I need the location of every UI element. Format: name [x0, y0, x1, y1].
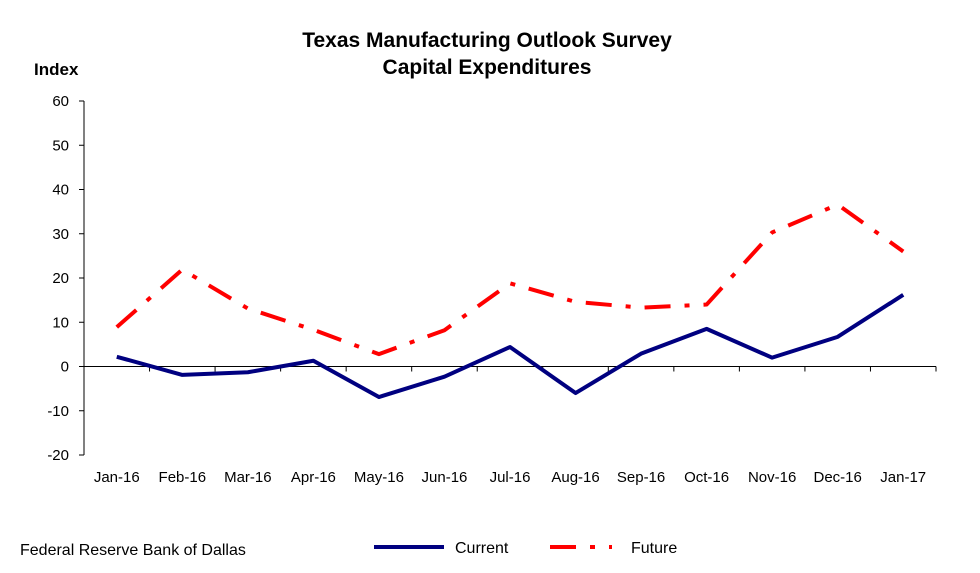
series-line-current: [116, 293, 905, 400]
y-tick-label: 10: [52, 314, 69, 331]
legend: Current Future: [374, 540, 677, 557]
y-tick-label: 0: [61, 359, 69, 376]
y-tick-label: -20: [47, 447, 69, 464]
y-tick-label: 60: [52, 93, 69, 110]
x-tick-label: Dec-16: [814, 469, 862, 486]
x-tick-label: Jan-17: [880, 469, 926, 486]
x-tick-label: Mar-16: [224, 469, 272, 486]
series-line-future: [115, 202, 905, 357]
x-tick-label: May-16: [354, 469, 404, 486]
y-tick-label: 50: [52, 137, 69, 154]
x-tick-label: Jun-16: [422, 469, 468, 486]
y-tick-label: -10: [47, 403, 69, 420]
y-tick-label: 20: [52, 270, 69, 287]
x-tick-label: Oct-16: [684, 469, 729, 486]
y-axis-label: Index: [34, 60, 79, 79]
chart-title: Texas Manufacturing Outlook Survey: [302, 29, 672, 52]
x-tick-label: Nov-16: [748, 469, 796, 486]
legend-label-current: Current: [455, 540, 509, 557]
x-tick-label: Feb-16: [159, 469, 207, 486]
chart-subtitle: Capital Expenditures: [382, 56, 592, 79]
x-tick-label: Aug-16: [551, 469, 599, 486]
x-tick-label: Sep-16: [617, 469, 665, 486]
x-tick-label: Apr-16: [291, 469, 336, 486]
axes: -20 -10 0 10 20 30 40 50 60 Jan-16 Feb-16 Mar-16 Apr…: [47, 93, 937, 486]
y-tick-label: 30: [52, 226, 69, 243]
legend-label-future: Future: [631, 540, 677, 557]
x-tick-label: Jul-16: [490, 469, 531, 486]
y-tick-label: 40: [52, 182, 69, 199]
series-lines: [115, 202, 905, 400]
source-note: Federal Reserve Bank of Dallas: [20, 542, 246, 559]
x-tick-label: Jan-16: [94, 469, 140, 486]
